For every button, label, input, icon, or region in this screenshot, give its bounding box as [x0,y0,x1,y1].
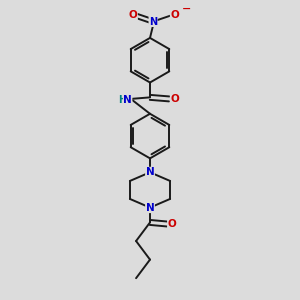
Text: N: N [123,94,132,104]
Text: O: O [170,94,179,104]
Text: N: N [146,202,154,213]
Text: N: N [146,167,154,177]
Text: O: O [170,10,179,20]
Text: −: − [182,4,191,14]
Text: H: H [118,94,126,104]
Text: O: O [129,10,137,20]
Text: N: N [149,16,157,26]
Text: O: O [168,219,176,229]
